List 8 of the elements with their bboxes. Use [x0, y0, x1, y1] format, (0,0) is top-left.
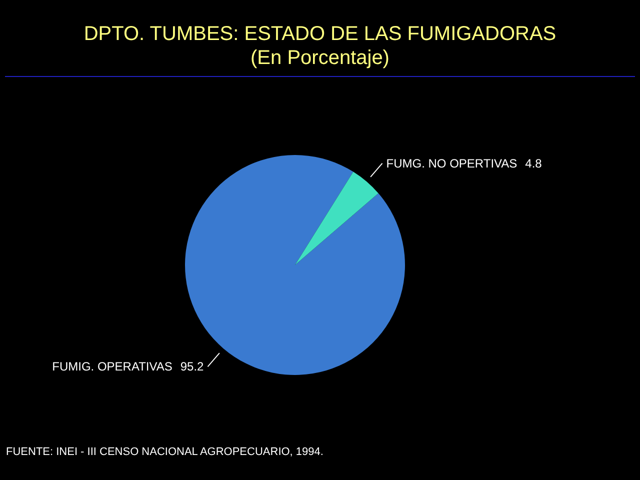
slice-label: FUMIG. OPERATIVAS — [52, 360, 172, 374]
slice-label: FUMG. NO OPERTIVAS — [386, 156, 518, 170]
data-label: 95.2 — [180, 360, 204, 374]
source-note: FUENTE: INEI - III CENSO NACIONAL AGROPECUARIO, 1994. — [6, 446, 324, 458]
chart-title: DPTO. TUMBES: ESTADO DE LAS FUMIGADORAS — [82, 22, 558, 46]
chart-subtitle: (En Porcentaje) — [250, 46, 390, 70]
pie-slice — [295, 172, 378, 265]
data-label: 4.8 — [525, 156, 542, 170]
